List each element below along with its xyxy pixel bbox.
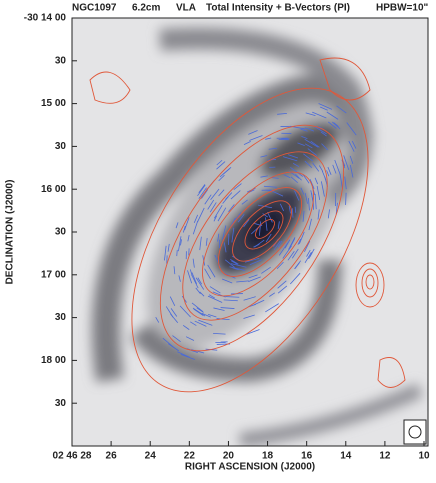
b-vector (177, 250, 178, 256)
y-tick-label: 18 00 (41, 355, 66, 366)
x-tick-label: 10 (418, 451, 430, 462)
beam-box (404, 420, 426, 444)
sky-image (72, 18, 428, 446)
y-axis-label: DECLINATION (J2000) (5, 180, 16, 285)
object-name: NGC1097 (72, 3, 117, 14)
x-tick-label: 24 (145, 451, 157, 462)
b-vector (346, 193, 347, 205)
b-vector (292, 208, 293, 217)
description: Total Intensity + B-Vectors (PI) (206, 3, 350, 14)
y-tick-label: 30 (55, 398, 67, 409)
x-tick-label: 16 (301, 451, 313, 462)
x-tick-label: 14 (340, 451, 352, 462)
y-tick-label: 30 (55, 55, 67, 66)
x-tick-label: 02 46 28 (53, 451, 92, 462)
y-tick-label: 30 (55, 227, 67, 238)
y-tick-label: 30 (55, 141, 67, 152)
x-tick-label: 12 (379, 451, 391, 462)
x-axis-label: RIGHT ASCENSION (J2000) (185, 462, 315, 473)
x-tick-label: 26 (106, 451, 118, 462)
y-tick-label: 15 00 (41, 98, 66, 109)
x-tick-label: 22 (184, 451, 196, 462)
y-tick-label: -30 14 00 (24, 13, 67, 24)
y-tick-label: 16 00 (41, 184, 66, 195)
x-tick-label: 18 (262, 451, 274, 462)
wavelength: 6.2cm (132, 3, 160, 14)
beam-size: HPBW=10" (376, 3, 429, 14)
y-tick-label: 30 (55, 312, 67, 323)
x-tick-label: 20 (223, 451, 235, 462)
y-tick-label: 17 00 (41, 269, 66, 280)
instrument: VLA (176, 3, 196, 14)
